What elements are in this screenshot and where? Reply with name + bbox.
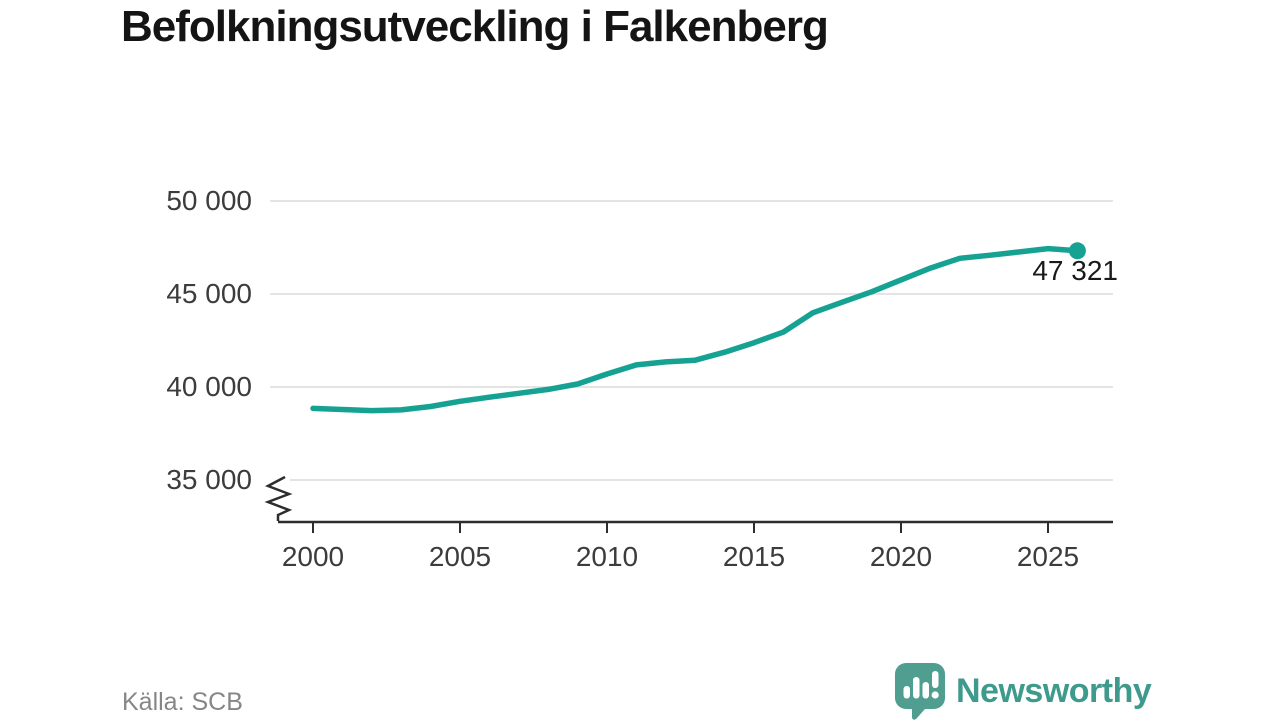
y-tick-label: 50 000: [166, 185, 252, 216]
y-tick-label: 35 000: [166, 464, 252, 495]
source-label: Källa: SCB: [122, 688, 243, 716]
population-line: [310, 245, 1081, 414]
x-tick-label: 2010: [575, 541, 639, 572]
newsworthy-logo: Newsworthy: [895, 663, 1152, 720]
latest-value-dot: [1068, 242, 1086, 260]
x-tick-label: 2015: [722, 541, 786, 572]
x-tick-label: 2020: [869, 541, 933, 572]
y-tick-label: 40 000: [166, 371, 252, 402]
newsworthy-logo-icon: [895, 663, 945, 720]
axis-break-zigzag: [264, 475, 293, 521]
x-tick-label: 2000: [281, 541, 345, 572]
newsworthy-logo-text: Newsworthy: [956, 672, 1152, 710]
latest-value-label: 47 321: [1032, 255, 1118, 286]
y-tick-label: 45 000: [166, 278, 252, 309]
x-tick-label: 2005: [428, 541, 492, 572]
x-tick-label: 2025: [1016, 541, 1080, 572]
chart-title: Befolkningsutveckling i Falkenberg: [121, 2, 829, 51]
